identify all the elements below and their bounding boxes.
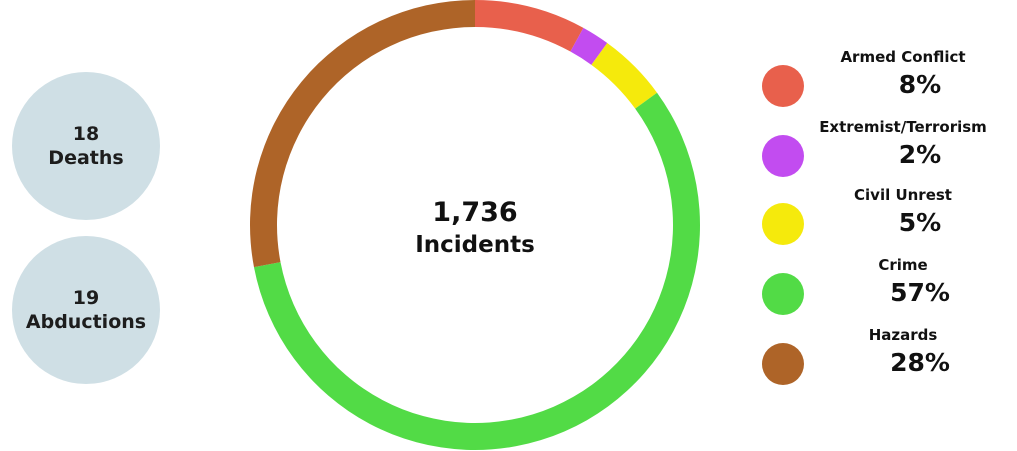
- deaths-stat: 18 Deaths: [12, 72, 160, 220]
- donut-slice-armed-conflict: [475, 0, 584, 52]
- incident-total: 1,736: [432, 197, 518, 228]
- legend-value-armed-conflict: 8%: [898, 70, 942, 99]
- legend-label-armed-conflict: Armed Conflict: [840, 48, 966, 66]
- deaths-count: 18: [72, 123, 100, 145]
- legend-label-crime: Crime: [878, 256, 928, 274]
- incident-total-label: Incidents: [415, 232, 535, 258]
- legend-swatch-extremist-terrorism: [762, 135, 804, 177]
- legend-value-extremist-terrorism: 2%: [898, 140, 942, 169]
- donut-slice-crime: [253, 92, 701, 450]
- donut-slice-extremist-terrorism: [570, 27, 608, 65]
- deaths-label: Deaths: [48, 147, 124, 169]
- donut-slice-hazards: [249, 0, 475, 268]
- legend-swatch-civil-unrest: [762, 203, 804, 245]
- legend-value-crime: 57%: [890, 278, 950, 307]
- legend-swatch-hazards: [762, 343, 804, 385]
- donut-slice-civil-unrest: [591, 42, 658, 109]
- legend-swatch-armed-conflict: [762, 65, 804, 107]
- incidents-donut-chart: [249, 0, 701, 450]
- legend-label-civil-unrest: Civil Unrest: [854, 186, 952, 204]
- legend-label-extremist-terrorism: Extremist/Terrorism: [819, 118, 987, 136]
- abductions-stat: 19 Abductions: [12, 236, 160, 384]
- legend-value-civil-unrest: 5%: [898, 208, 942, 237]
- legend-label-hazards: Hazards: [868, 326, 938, 344]
- abductions-label: Abductions: [25, 311, 147, 333]
- legend-value-hazards: 28%: [890, 348, 950, 377]
- donut-center-label: 1,736 Incidents: [355, 196, 595, 260]
- abductions-count: 19: [72, 287, 100, 309]
- legend-swatch-crime: [762, 273, 804, 315]
